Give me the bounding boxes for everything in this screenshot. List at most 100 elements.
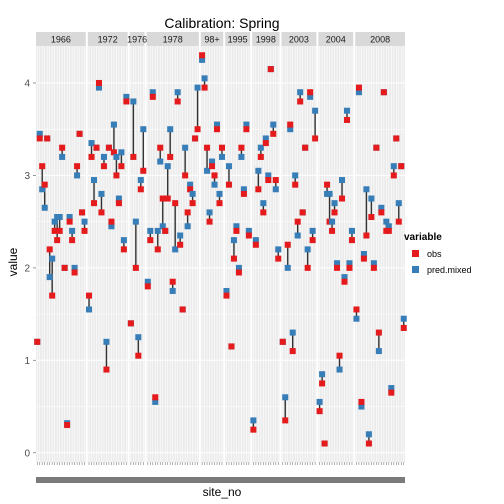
point-pred-mixed	[341, 274, 348, 281]
point-pred-mixed	[167, 126, 174, 133]
point-obs	[105, 144, 112, 151]
point-pred-mixed	[309, 227, 316, 234]
point-pred-mixed	[284, 264, 291, 271]
point-pred-mixed	[252, 237, 259, 244]
point-obs	[398, 163, 405, 170]
point-pred-mixed	[74, 172, 81, 179]
point-obs	[378, 209, 385, 216]
point-obs	[393, 135, 400, 142]
point-pred-mixed	[113, 153, 120, 160]
point-obs	[59, 144, 66, 151]
point-obs	[233, 227, 240, 234]
point-pred-mixed	[137, 177, 144, 184]
point-obs	[174, 98, 181, 105]
point-pred-mixed	[363, 186, 370, 193]
point-obs	[49, 292, 56, 299]
point-obs	[187, 186, 194, 193]
point-obs	[321, 440, 328, 447]
point-pred-mixed	[275, 246, 282, 253]
point-pred-mixed	[46, 274, 53, 281]
point-pred-mixed	[147, 227, 154, 234]
point-obs	[162, 227, 169, 234]
point-pred-mixed	[262, 135, 269, 142]
facet-panel: 1972	[86, 32, 130, 465]
point-obs	[346, 264, 353, 271]
point-pred-mixed	[209, 158, 216, 165]
point-pred-mixed	[307, 93, 314, 100]
point-obs	[34, 338, 41, 345]
point-pred-mixed	[400, 315, 407, 322]
point-obs	[120, 246, 127, 253]
point-obs	[184, 209, 191, 216]
point-pred-mixed	[130, 98, 137, 105]
point-obs	[302, 144, 309, 151]
point-obs	[282, 417, 289, 424]
point-pred-mixed	[223, 287, 230, 294]
point-pred-mixed	[255, 167, 262, 174]
point-pred-mixed	[225, 163, 232, 170]
point-obs	[360, 255, 367, 262]
point-obs	[284, 241, 291, 248]
point-obs	[132, 264, 139, 271]
point-pred-mixed	[336, 366, 343, 373]
point-pred-mixed	[184, 223, 191, 230]
point-pred-mixed	[149, 89, 156, 96]
point-pred-mixed	[238, 153, 245, 160]
facet-strip-label: 1995	[228, 35, 248, 45]
point-obs	[36, 135, 43, 142]
point-obs	[358, 398, 365, 405]
point-pred-mixed	[174, 89, 181, 96]
point-pred-mixed	[88, 140, 95, 147]
y-axis-title: value	[6, 247, 20, 276]
point-pred-mixed	[100, 153, 107, 160]
facet-panels: 1966 1972 1976 1978 98+ 1995 1998 2003 2004 2008	[34, 32, 407, 465]
point-obs	[41, 181, 48, 188]
y-tick-label: 4	[24, 78, 30, 89]
chart-title: Calibration: Spring	[164, 15, 279, 31]
point-obs	[81, 227, 88, 234]
point-obs	[334, 264, 341, 271]
point-pred-mixed	[49, 255, 56, 262]
facet-strip	[200, 32, 224, 46]
point-obs	[56, 227, 63, 234]
point-obs	[98, 209, 105, 216]
y-tick-label: 1	[24, 356, 30, 367]
point-obs	[309, 237, 316, 244]
facet-strip	[252, 32, 280, 46]
point-pred-mixed	[353, 315, 360, 322]
legend-key-pred-mixed	[412, 266, 419, 273]
legend-title: variable	[404, 232, 442, 243]
point-obs	[172, 200, 179, 207]
point-obs	[262, 140, 269, 147]
point-pred-mixed	[95, 84, 102, 91]
point-obs	[312, 135, 319, 142]
y-tick-label: 3	[24, 171, 30, 182]
point-pred-mixed	[206, 209, 213, 216]
point-obs	[250, 426, 257, 433]
legend-label-pred-mixed: pred.mixed	[427, 265, 472, 275]
point-obs	[201, 84, 208, 91]
point-pred-mixed	[343, 107, 350, 114]
point-pred-mixed	[36, 130, 43, 137]
facet-panel: 1998	[250, 32, 282, 465]
point-pred-mixed	[235, 264, 242, 271]
panel-background	[129, 46, 145, 462]
point-obs	[152, 394, 159, 401]
point-obs	[113, 172, 120, 179]
point-pred-mixed	[297, 89, 304, 96]
facet-panel: 2004	[316, 32, 355, 465]
facet-strip-label: 1978	[163, 35, 183, 45]
point-obs	[110, 149, 117, 156]
point-pred-mixed	[194, 84, 201, 91]
point-obs	[225, 181, 232, 188]
x-axis-scrollbar[interactable]	[36, 477, 405, 483]
point-pred-mixed	[260, 200, 267, 207]
point-obs	[267, 66, 274, 73]
point-pred-mixed	[388, 385, 395, 392]
point-pred-mixed	[233, 223, 240, 230]
point-obs	[365, 440, 372, 447]
point-obs	[223, 292, 230, 299]
point-pred-mixed	[214, 121, 221, 128]
legend: variable obs pred.mixed	[404, 232, 472, 275]
point-obs	[95, 79, 102, 86]
